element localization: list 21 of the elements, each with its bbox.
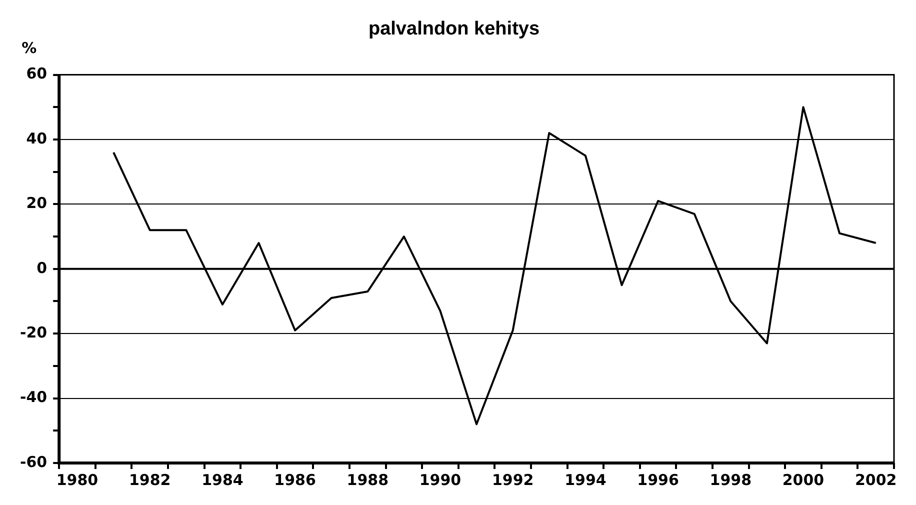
chart-title: palvalndon kehitys — [368, 18, 540, 40]
x-tick-label: 1992 — [492, 470, 534, 489]
x-tick-label: 1996 — [637, 470, 679, 489]
x-tick-label: 1986 — [274, 470, 316, 489]
y-axis-title: % — [22, 38, 37, 57]
x-tick-label: 1994 — [564, 470, 606, 489]
x-tick-label: 1988 — [346, 470, 389, 489]
y-tick-label: -20 — [20, 323, 48, 342]
x-tick-label: 2000 — [782, 470, 824, 489]
y-tick-label: 60 — [26, 64, 48, 83]
x-tick-label: 1980 — [56, 470, 98, 489]
x-tick-label: 1990 — [419, 470, 462, 489]
y-tick-label: 0 — [36, 258, 48, 277]
x-tick-label: 1982 — [128, 470, 171, 489]
y-tick-label: 20 — [26, 194, 48, 212]
y-tick-label: 40 — [26, 129, 48, 148]
y-tick-label: -40 — [20, 388, 48, 406]
y-tick-label: -60 — [20, 452, 48, 471]
x-tick-label: 1998 — [710, 470, 752, 489]
x-tick-label: 2002 — [854, 470, 897, 489]
x-tick-label: 1984 — [202, 470, 244, 489]
